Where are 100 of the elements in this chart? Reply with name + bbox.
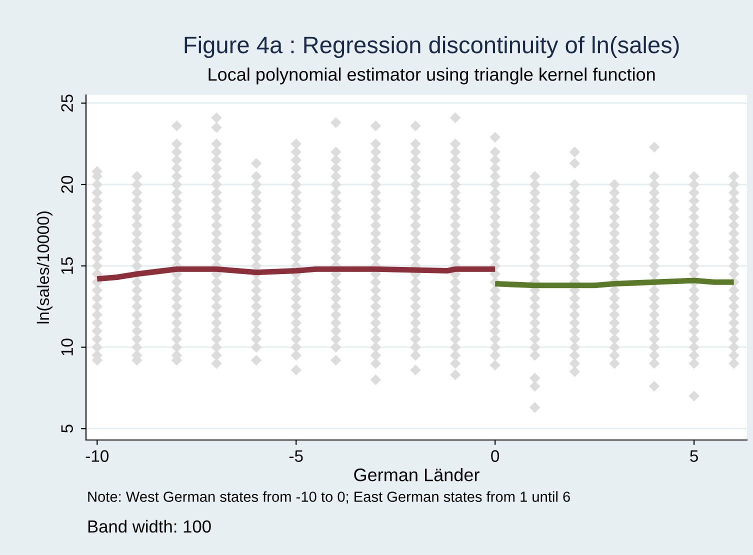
point: [132, 284, 142, 296]
point: [728, 301, 740, 312]
point: [609, 268, 620, 280]
point: [250, 212, 262, 222]
point: [250, 354, 262, 366]
point: [410, 146, 421, 158]
point: [648, 252, 660, 264]
point: [450, 326, 461, 336]
point: [490, 342, 500, 353]
point: [530, 372, 540, 384]
point: [450, 301, 461, 312]
point: [450, 293, 461, 304]
point: [211, 284, 222, 296]
point: [569, 236, 580, 247]
point: [530, 334, 540, 344]
point: [569, 179, 580, 190]
point: [370, 326, 382, 336]
point: [132, 179, 142, 190]
y-tick-label: 15: [61, 257, 73, 274]
point: [330, 204, 342, 214]
point: [330, 354, 342, 366]
point: [728, 309, 740, 320]
point: [92, 179, 103, 190]
point: [410, 284, 421, 296]
point: [450, 204, 461, 214]
point: [370, 374, 382, 386]
point: [250, 244, 262, 255]
point: [171, 284, 182, 296]
point: [370, 120, 382, 132]
point: [648, 358, 660, 369]
point: [530, 380, 540, 392]
point: [370, 334, 382, 344]
point: [171, 220, 182, 231]
point: [250, 301, 262, 312]
point: [171, 138, 182, 150]
point: [410, 244, 421, 255]
point: [569, 350, 580, 361]
point: [688, 301, 700, 312]
point: [688, 244, 700, 255]
point: [171, 146, 182, 158]
point: [530, 220, 540, 231]
point: [211, 236, 222, 247]
point: [490, 301, 500, 312]
point: [569, 244, 580, 255]
point: [530, 402, 540, 413]
point: [530, 204, 540, 214]
point: [290, 284, 302, 296]
point: [211, 195, 222, 206]
point: [688, 204, 700, 214]
point: [92, 342, 103, 353]
point: [250, 236, 262, 247]
point: [171, 120, 182, 132]
point: [530, 170, 540, 182]
point: [569, 204, 580, 214]
point: [410, 138, 421, 150]
point: [250, 284, 262, 296]
point: [290, 179, 302, 190]
point: [530, 236, 540, 247]
point: [290, 236, 302, 247]
point: [648, 170, 660, 182]
point: [609, 252, 620, 264]
point: [290, 220, 302, 231]
point: [330, 244, 342, 255]
point: [648, 301, 660, 312]
point: [410, 252, 421, 264]
point: [569, 195, 580, 206]
point: [490, 360, 500, 371]
point: [250, 158, 262, 169]
point: [450, 342, 461, 353]
point: [211, 146, 222, 158]
point: [290, 252, 302, 264]
point: [569, 326, 580, 336]
point: [569, 366, 580, 378]
point: [688, 350, 700, 361]
point: [490, 195, 500, 206]
point: [450, 370, 461, 380]
point: [410, 309, 421, 320]
point: [410, 350, 421, 361]
point: [370, 244, 382, 255]
point: [530, 244, 540, 255]
point: [370, 342, 382, 353]
point: [569, 342, 580, 353]
point: [450, 146, 461, 158]
point: [450, 179, 461, 190]
point: [370, 154, 382, 166]
point: [728, 350, 740, 361]
point: [410, 220, 421, 231]
point: [490, 236, 500, 247]
point: [290, 244, 302, 255]
point: [410, 236, 421, 247]
point: [609, 179, 620, 190]
point: [688, 284, 700, 296]
point: [728, 342, 740, 353]
point: [728, 236, 740, 247]
point: [410, 212, 421, 222]
point: [410, 195, 421, 206]
point: [728, 252, 740, 264]
point: [648, 326, 660, 336]
point: [290, 204, 302, 214]
point: [290, 138, 302, 150]
